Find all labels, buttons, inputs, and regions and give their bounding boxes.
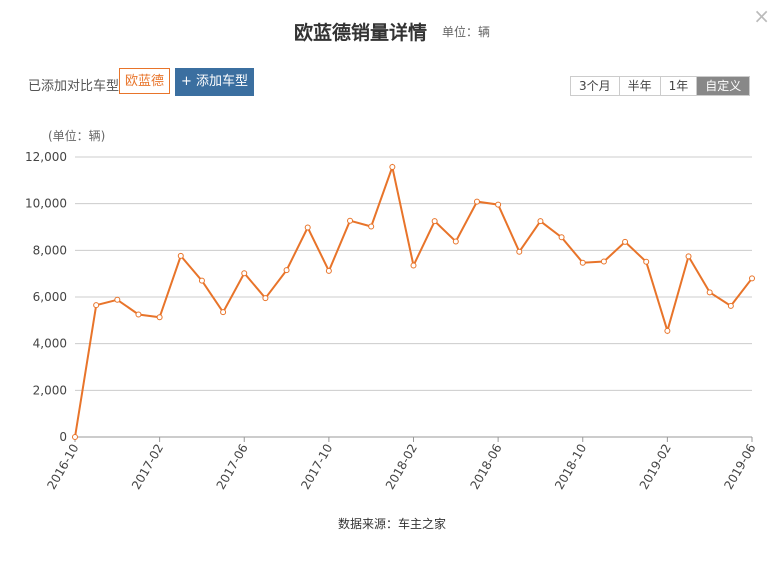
data-point[interactable] — [473, 198, 480, 205]
data-point[interactable] — [749, 275, 755, 282]
data-point[interactable] — [304, 224, 311, 231]
data-point[interactable] — [347, 217, 354, 224]
data-point[interactable] — [431, 218, 438, 225]
brand-tag[interactable]: 欧蓝德 — [119, 68, 171, 94]
compare-label: 已添加对比车型: — [28, 79, 124, 94]
x-axis-ticks: 2016-10 2017-02 2017-06 2017-10 2018-02 2018-… — [44, 437, 759, 492]
x-tick-label: 2017-06 — [214, 442, 251, 492]
y-tick-label: 4,000 — [33, 337, 67, 351]
data-point[interactable] — [643, 258, 650, 265]
data-point[interactable] — [368, 223, 375, 230]
title-row: 欧蓝德销量详情 单位：辆 — [0, 18, 784, 45]
x-tick-label: 2018-10 — [552, 442, 589, 492]
add-model-button[interactable]: + 添加车型 — [175, 68, 255, 96]
data-point[interactable] — [114, 296, 121, 303]
range-custom-button[interactable]: 自定义 — [696, 77, 750, 95]
y-axis-ticks: 0 2,000 4,000 6,000 8,000 10,000 12,000 — [25, 150, 67, 444]
data-point[interactable] — [283, 267, 290, 274]
data-point[interactable] — [452, 238, 459, 245]
data-point[interactable] — [389, 164, 396, 171]
y-axis-label: (单位：辆) — [48, 128, 105, 143]
close-icon[interactable]: × — [753, 4, 770, 28]
data-point[interactable] — [325, 267, 332, 274]
y-tick-label: 0 — [59, 430, 67, 444]
y-tick-label: 6,000 — [33, 290, 67, 304]
range-half-year-button[interactable]: 半年 — [618, 77, 660, 95]
range-3-months-button[interactable]: 3个月 — [571, 77, 619, 95]
data-point[interactable] — [537, 218, 544, 225]
y-tick-label: 2,000 — [33, 383, 67, 397]
data-points — [72, 164, 755, 440]
range-1-year-button[interactable]: 1年 — [659, 77, 697, 95]
data-point[interactable] — [600, 258, 607, 265]
x-tick-label: 2017-02 — [129, 442, 166, 492]
y-tick-label: 12,000 — [25, 150, 67, 164]
range-selector: 3个月 半年 1年 自定义 — [570, 76, 751, 96]
series-line — [74, 163, 753, 438]
data-point[interactable] — [72, 434, 78, 440]
data-point[interactable] — [579, 259, 586, 266]
data-point[interactable] — [558, 234, 565, 241]
y-tick-label: 10,000 — [25, 197, 67, 211]
x-tick-label: 2017-10 — [298, 442, 335, 492]
data-point[interactable] — [262, 295, 269, 302]
data-point[interactable] — [706, 289, 713, 296]
data-point[interactable] — [727, 302, 734, 309]
y-tick-label: 8,000 — [33, 243, 67, 257]
chart-title: 欧蓝德销量详情 — [293, 22, 427, 44]
data-point[interactable] — [93, 302, 100, 309]
x-tick-label: 2018-06 — [468, 442, 505, 492]
title-unit: 单位：辆 — [442, 25, 491, 39]
data-point[interactable] — [198, 277, 205, 284]
data-point[interactable] — [664, 327, 671, 334]
data-point[interactable] — [177, 252, 184, 259]
data-point[interactable] — [156, 314, 163, 321]
x-tick-label: 2016-10 — [44, 442, 81, 492]
data-point[interactable] — [410, 262, 417, 269]
grid-lines — [75, 156, 752, 438]
data-point[interactable] — [516, 248, 523, 255]
data-point[interactable] — [495, 201, 502, 208]
data-point[interactable] — [220, 309, 227, 316]
data-source: 数据来源：车主之家 — [337, 517, 446, 531]
data-point[interactable] — [135, 311, 142, 318]
data-point[interactable] — [241, 270, 248, 277]
data-point[interactable] — [685, 253, 692, 260]
x-tick-label: 2019-02 — [637, 442, 674, 492]
x-tick-label: 2019-06 — [721, 442, 758, 492]
data-point[interactable] — [622, 238, 629, 245]
x-tick-label: 2018-02 — [383, 442, 420, 492]
